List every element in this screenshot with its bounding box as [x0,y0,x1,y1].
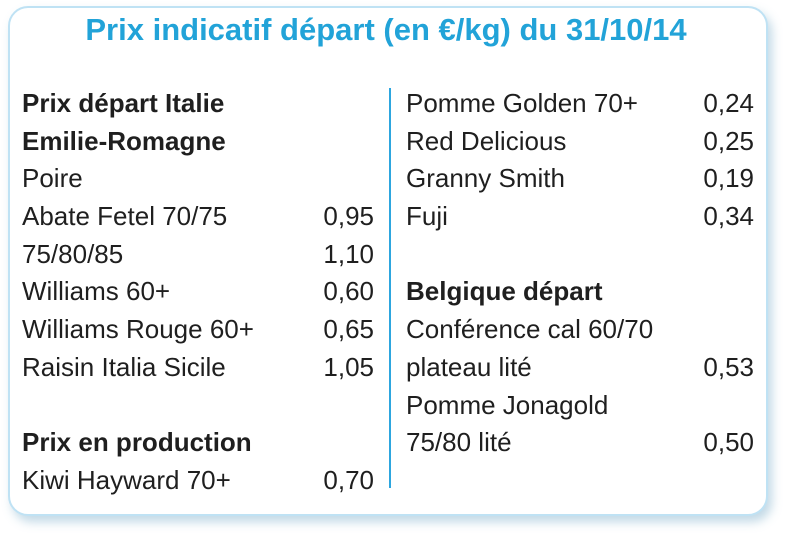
price-label: Williams 60+ [22,276,171,307]
price-label: Raisin Italia Sicile [22,351,226,382]
spacer [406,236,754,274]
price-label: Pomme Jonagold [406,389,609,420]
spacer [22,387,374,425]
price-row: Pomme Golden 70+ 0,24 [406,85,754,123]
price-label: Red Delicious [406,125,567,156]
price-value: 0,95 [323,201,374,232]
section-heading-region: Emilie-Romagne [22,125,226,156]
price-label: 75/80 lité [406,427,512,458]
price-value: 0,60 [323,276,374,307]
price-row: Red Delicious 0,25 [406,123,754,161]
left-column: Prix départ Italie Emilie-Romagne Poire … [22,85,374,500]
price-label: Fuji [406,201,448,232]
price-label: Kiwi Hayward 70+ [22,464,231,495]
price-value: 0,24 [703,88,754,118]
section-heading-production: Prix en production [22,427,252,458]
price-row: Williams Rouge 60+ 0,65 [22,311,374,349]
price-row: Pomme Jonagold [406,387,754,425]
price-value: 0,25 [703,125,754,156]
price-row: 75/80/85 1,10 [22,236,374,274]
price-row: plateau lité 0,53 [406,349,754,387]
price-row: Granny Smith 0,19 [406,160,754,198]
price-value: 0,70 [323,464,374,495]
price-value: 0,65 [323,314,374,345]
price-card [8,6,768,516]
price-label: Granny Smith [406,163,565,194]
price-row: Conférence cal 60/70 [406,311,754,349]
price-row: Williams 60+ 0,60 [22,273,374,311]
price-value: 0,34 [703,201,754,232]
price-value: 1,10 [323,238,374,269]
price-value: 1,05 [323,351,374,382]
price-row: Abate Fetel 70/75 0,95 [22,198,374,236]
price-label: Pomme Golden 70+ [406,88,638,118]
price-value: 0,50 [703,427,754,458]
price-row: Fuji 0,34 [406,198,754,236]
price-value: 0,19 [703,163,754,194]
price-row: Kiwi Hayward 70+ 0,70 [22,462,374,500]
price-value: 0,53 [703,351,754,382]
price-label: 75/80/85 [22,238,124,269]
section-heading-italie: Prix départ Italie [22,88,225,118]
price-row: 75/80 lité 0,50 [406,424,754,462]
page-title: Prix indicatif départ (en €/kg) du 31/10… [85,12,687,47]
column-divider [389,88,391,488]
category-label: Poire [22,163,83,194]
price-row: Raisin Italia Sicile 1,05 [22,349,374,387]
right-column: Pomme Golden 70+ 0,24 Red Delicious 0,25… [406,85,754,462]
section-heading-belgique: Belgique départ [406,276,603,307]
price-label: Williams Rouge 60+ [22,314,254,345]
price-label: plateau lité [406,351,532,382]
price-label: Conférence cal 60/70 [406,314,654,345]
price-label: Abate Fetel 70/75 [22,201,228,232]
